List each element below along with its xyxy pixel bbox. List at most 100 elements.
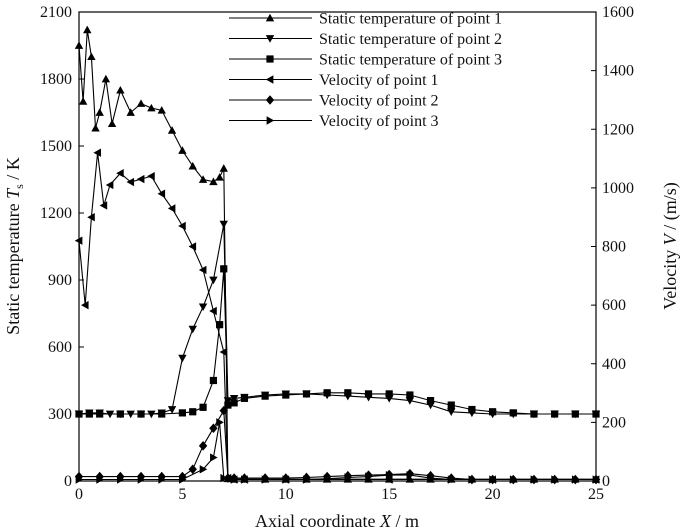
data-point: [365, 472, 373, 481]
data-point: [137, 475, 146, 484]
left-tick-label: 1500: [40, 138, 72, 155]
data-point: [219, 164, 228, 172]
data-point: [209, 423, 218, 434]
data-point: [198, 265, 207, 275]
data-point: [530, 410, 538, 418]
legend-marker: [265, 95, 275, 105]
data-point: [147, 103, 156, 112]
data-point: [95, 471, 104, 482]
data-point: [323, 389, 331, 397]
data-point: [78, 97, 88, 105]
left-tick-label: 900: [48, 272, 72, 289]
data-point: [136, 471, 146, 482]
data-point: [178, 354, 187, 363]
data-point: [157, 471, 166, 482]
right-y-axis-title: Velocity V / (m/s): [660, 182, 681, 310]
data-point: [302, 390, 311, 398]
data-point: [241, 475, 249, 484]
legend-item: Static temperature of point 1: [229, 11, 502, 28]
data-point: [209, 306, 217, 316]
legend-label: Velocity of point 3: [319, 113, 439, 130]
data-point: [158, 475, 166, 484]
data-point: [74, 471, 84, 482]
data-point: [136, 174, 145, 184]
data-point: [230, 475, 239, 484]
series-layer: [74, 25, 601, 485]
data-point: [427, 473, 435, 483]
data-point: [224, 401, 232, 409]
data-point: [178, 146, 187, 154]
data-point: [178, 409, 186, 417]
data-point: [96, 410, 104, 418]
right-tick-label: 1400: [602, 63, 634, 80]
data-point: [405, 475, 415, 483]
data-point: [75, 475, 84, 484]
data-point: [198, 441, 208, 451]
data-point: [157, 106, 166, 114]
data-point: [107, 119, 117, 128]
data-point: [385, 390, 393, 398]
data-point: [216, 418, 224, 427]
data-point: [261, 392, 269, 400]
right-tick-label: 0: [602, 473, 610, 490]
data-point: [188, 325, 197, 334]
data-point: [551, 410, 559, 418]
data-point: [447, 408, 456, 416]
data-point: [385, 470, 394, 480]
data-point: [406, 391, 414, 399]
data-point: [509, 475, 518, 484]
data-point: [230, 399, 238, 407]
series-line: [79, 422, 596, 481]
data-point: [216, 321, 224, 329]
series-5: [74, 405, 601, 485]
data-point: [85, 410, 93, 418]
legend-label: Static temperature of point 1: [319, 11, 502, 28]
data-point: [95, 108, 104, 116]
data-point: [323, 474, 332, 483]
data-point: [551, 475, 559, 484]
data-point: [489, 475, 497, 484]
data-point: [229, 395, 239, 403]
data-point: [87, 212, 95, 222]
data-point: [198, 175, 208, 183]
data-point: [199, 465, 208, 474]
data-point: [126, 177, 135, 187]
data-point: [219, 220, 228, 229]
x-tick-label: 20: [485, 486, 501, 503]
data-point: [189, 408, 197, 416]
data-point: [158, 410, 166, 418]
data-point: [137, 410, 145, 418]
legend: Static temperature of point 1 Static temp…: [229, 11, 502, 130]
data-point: [447, 401, 455, 409]
data-point: [178, 471, 187, 482]
x-axis: 0 5 10 15 20 25: [75, 476, 604, 503]
series-line: [79, 268, 596, 415]
data-point: [116, 169, 124, 178]
data-point: [199, 403, 207, 411]
data-point: [99, 201, 108, 210]
x-tick-label: 10: [278, 486, 294, 503]
data-point: [219, 405, 228, 416]
data-point: [489, 408, 497, 416]
right-tick-label: 1600: [602, 4, 634, 21]
right-tick-label: 800: [602, 239, 626, 256]
data-point: [101, 74, 111, 83]
data-point: [509, 409, 517, 417]
data-point: [468, 405, 476, 414]
data-point: [83, 25, 92, 34]
data-point: [303, 475, 311, 484]
data-point: [167, 204, 176, 213]
legend-marker: [265, 13, 275, 22]
series-2: [74, 220, 601, 419]
data-point: [91, 123, 100, 132]
data-point: [209, 376, 218, 385]
data-point: [571, 475, 580, 484]
right-tick-label: 1000: [602, 180, 634, 197]
data-point: [468, 475, 477, 484]
data-point: [344, 473, 353, 482]
data-point: [188, 161, 197, 170]
data-point: [167, 126, 177, 134]
legend-item: Static temperature of point 3: [229, 52, 502, 69]
data-point: [198, 303, 208, 311]
data-point: [344, 389, 352, 397]
